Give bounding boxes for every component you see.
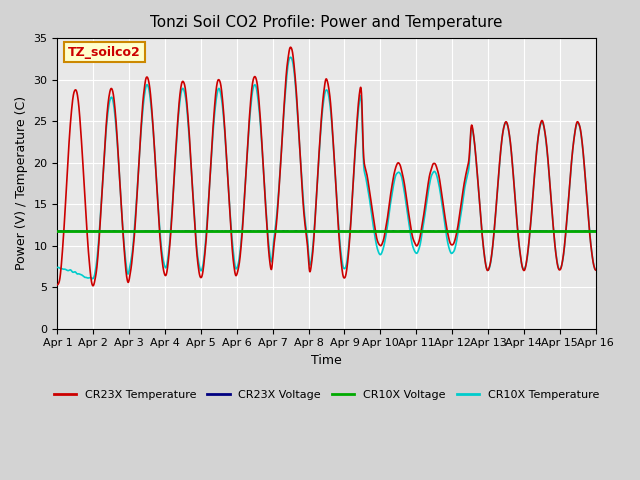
Title: Tonzi Soil CO2 Profile: Power and Temperature: Tonzi Soil CO2 Profile: Power and Temper… — [150, 15, 503, 30]
Y-axis label: Power (V) / Temperature (C): Power (V) / Temperature (C) — [15, 96, 28, 270]
Legend: CR23X Temperature, CR23X Voltage, CR10X Voltage, CR10X Temperature: CR23X Temperature, CR23X Voltage, CR10X … — [49, 385, 604, 405]
X-axis label: Time: Time — [311, 354, 342, 367]
Text: TZ_soilco2: TZ_soilco2 — [68, 46, 141, 59]
